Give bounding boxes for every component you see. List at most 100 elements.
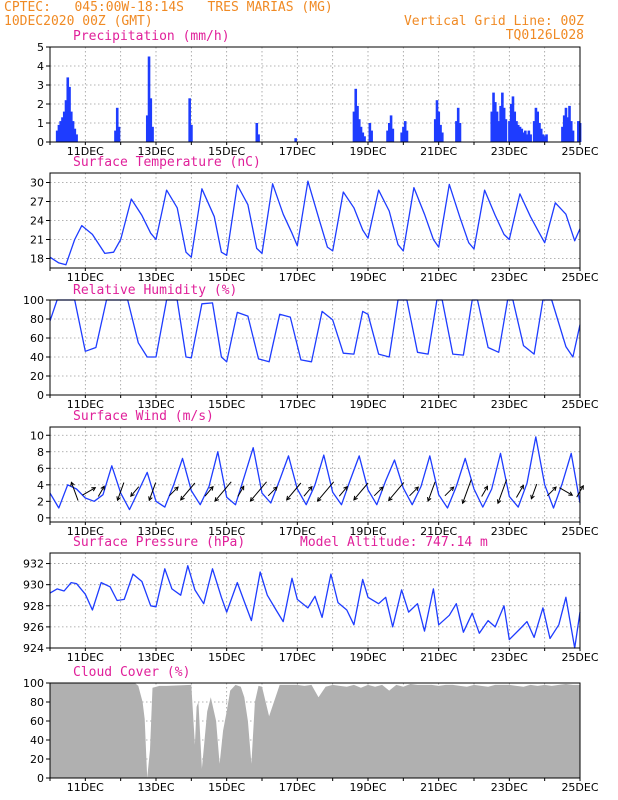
x-tick-label: 13DEC bbox=[137, 271, 174, 284]
precip-bar bbox=[577, 121, 580, 142]
x-tick-label: 17DEC bbox=[279, 398, 316, 411]
precip-bar bbox=[562, 115, 566, 142]
panel-3: Relative Humidity (%) 0 20 40 60 80 100 11DEC 13… bbox=[23, 283, 599, 411]
y-tick-label: 6 bbox=[37, 462, 44, 475]
y-tick-label: 930 bbox=[23, 579, 44, 592]
x-tick-label: 17DEC bbox=[279, 271, 316, 284]
y-tick-label: 27 bbox=[30, 196, 44, 209]
precip-bar bbox=[117, 126, 121, 142]
y-tick-label: 4 bbox=[37, 479, 44, 492]
precip-bar bbox=[534, 107, 538, 142]
wind-arrow bbox=[373, 486, 384, 497]
series-line bbox=[49, 565, 581, 649]
panel-title: Relative Humidity (%) bbox=[73, 283, 237, 298]
precip-bar bbox=[62, 111, 66, 142]
x-tick-label: 21DEC bbox=[420, 398, 457, 411]
panel-title: Surface Wind (m/s) bbox=[73, 409, 214, 424]
wind-arrow bbox=[481, 485, 489, 497]
x-tick-label: 17DEC bbox=[279, 525, 316, 538]
precip-bar bbox=[403, 121, 407, 142]
wind-arrow bbox=[168, 486, 179, 497]
precip-bar bbox=[515, 121, 518, 142]
wind-arrow bbox=[97, 485, 105, 497]
precip-bar bbox=[568, 105, 571, 142]
precip-bar bbox=[352, 111, 356, 142]
precip-bar bbox=[495, 111, 499, 142]
y-tick-label: 60 bbox=[30, 332, 44, 345]
wind-arrow bbox=[130, 486, 140, 498]
x-tick-label: 15DEC bbox=[208, 271, 245, 284]
x-tick-label: 23DEC bbox=[491, 781, 528, 794]
grid-line-note: Vertical Grid Line: 00Z bbox=[403, 14, 584, 29]
precip-bar bbox=[529, 134, 532, 142]
precip-bar bbox=[149, 98, 153, 142]
x-tick-label: 13DEC bbox=[137, 398, 174, 411]
y-tick-label: 10 bbox=[30, 429, 44, 442]
precip-bar bbox=[456, 107, 460, 142]
precip-bar bbox=[494, 102, 497, 142]
y-tick-label: 80 bbox=[30, 313, 44, 326]
precip-bar bbox=[68, 86, 71, 142]
precip-bar bbox=[370, 130, 373, 142]
precip-bar bbox=[439, 124, 442, 142]
plot-frame bbox=[49, 426, 581, 523]
y-tick-label: 924 bbox=[23, 642, 44, 655]
precip-bar bbox=[57, 124, 61, 142]
panel-title: Surface Temperature (nC) bbox=[73, 155, 261, 170]
precip-bar bbox=[492, 92, 495, 142]
y-tick-label: 20 bbox=[30, 753, 44, 766]
precip-bar bbox=[501, 92, 504, 142]
x-tick-label: 11DEC bbox=[67, 145, 104, 158]
x-tick-label: 21DEC bbox=[420, 651, 457, 664]
plot-frame bbox=[49, 552, 581, 649]
precip-bar bbox=[64, 100, 68, 142]
precip-bar bbox=[75, 134, 78, 142]
precip-bar bbox=[539, 128, 543, 142]
x-tick-label: 25DEC bbox=[561, 398, 598, 411]
wind-arrow bbox=[286, 482, 302, 501]
precip-bar bbox=[433, 119, 437, 142]
y-tick-label: 0 bbox=[37, 512, 44, 525]
precip-bar bbox=[561, 126, 564, 142]
series-line bbox=[49, 436, 581, 511]
model-id: TQ0126L028 bbox=[505, 28, 584, 43]
y-tick-label: 20 bbox=[30, 370, 44, 383]
series-line bbox=[49, 299, 581, 363]
precip-bar bbox=[66, 77, 70, 142]
precip-bar bbox=[520, 128, 524, 142]
x-tick-label: 21DEC bbox=[420, 781, 457, 794]
wind-arrow bbox=[303, 485, 313, 497]
y-tick-label: 0 bbox=[37, 772, 44, 785]
precip-bar bbox=[294, 138, 297, 142]
panel-title: Surface Pressure (hPa) bbox=[73, 535, 245, 550]
x-tick-label: 17DEC bbox=[279, 145, 316, 158]
precip-bar bbox=[511, 96, 515, 142]
x-tick-label: 15DEC bbox=[208, 525, 245, 538]
x-tick-label: 13DEC bbox=[137, 145, 174, 158]
wind-arrow bbox=[82, 487, 97, 496]
y-tick-label: 60 bbox=[30, 715, 44, 728]
precip-bar bbox=[509, 104, 513, 142]
precip-bar bbox=[490, 111, 494, 142]
precip-bar bbox=[504, 119, 508, 142]
precip-bar bbox=[571, 130, 575, 142]
x-tick-label: 23DEC bbox=[491, 145, 528, 158]
precip-bar bbox=[564, 107, 568, 142]
y-tick-label: 5 bbox=[37, 41, 44, 54]
y-tick-label: 0 bbox=[37, 136, 44, 149]
wind-arrow bbox=[530, 483, 538, 500]
y-tick-label: 80 bbox=[30, 696, 44, 709]
x-tick-label: 17DEC bbox=[279, 651, 316, 664]
y-tick-label: 40 bbox=[30, 734, 44, 747]
x-tick-label: 13DEC bbox=[137, 525, 174, 538]
precip-bar bbox=[151, 126, 154, 142]
y-tick-label: 4 bbox=[37, 60, 44, 73]
y-tick-label: 3 bbox=[37, 79, 44, 92]
model-altitude: Model Altitude: 747.14 m bbox=[300, 535, 488, 550]
y-tick-label: 30 bbox=[30, 177, 44, 190]
wind-arrow bbox=[338, 485, 348, 497]
precip-bar bbox=[61, 117, 64, 142]
precip-bar bbox=[391, 128, 395, 142]
wind-arrow bbox=[249, 481, 267, 502]
